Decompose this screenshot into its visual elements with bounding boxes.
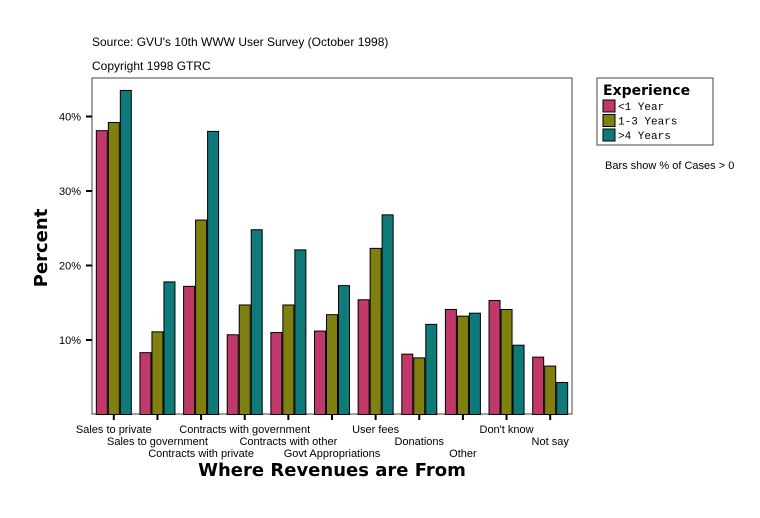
copyright-text: Copyright 1998 GTRC [92,59,211,73]
y-axis: 10% 20% 30% 40% [59,112,92,347]
bar [500,308,513,415]
legend-label: <1 Year [618,102,664,114]
y-tick-label: 10% [59,335,81,347]
x-tick-label: Other [449,448,477,460]
source-text: Source: GVU's 10th WWW User Survey (Octo… [92,35,388,49]
bar [413,357,426,416]
bar [444,308,457,415]
bar [226,334,239,415]
bar [163,281,176,416]
legend-box [596,77,714,146]
bar [183,285,196,415]
y-tick-label: 30% [59,186,81,198]
bar [270,332,283,415]
x-tick-label: Not say [532,436,570,448]
bar [556,381,569,415]
bar [95,130,108,415]
bar [357,299,370,415]
bar [151,331,164,415]
bar [369,247,382,415]
bars [95,89,569,416]
bar [207,130,220,415]
bar [139,352,152,416]
bar [468,312,481,415]
legend-title: Experience [603,83,690,99]
bar [282,304,295,415]
bar [544,365,557,416]
bar [119,89,132,416]
x-tick-label: Don't know [480,424,534,436]
bar [195,219,208,415]
legend-label: 1-3 Years [618,117,677,129]
note-text: Bars show % of Cases > 0 [605,160,734,172]
bar [401,353,414,415]
bar [425,323,438,416]
bar [338,285,350,415]
x-tick-label: User fees [352,424,400,436]
x-axis-label: Where Revenues are From [198,460,466,481]
legend-label: >4 Years [618,131,671,143]
bar [532,356,545,416]
x-tick-label: Contracts with private [148,448,254,460]
x-tick-label: Donations [394,436,444,448]
bar [326,314,338,416]
legend: Experience <1 Year 1-3 Years >4 Years [596,77,714,146]
y-tick-label: 20% [59,261,81,273]
bar [456,315,469,415]
x-tick-label: Sales to private [76,424,152,436]
bar [314,330,326,415]
y-axis-label: Percent [31,208,52,287]
bar [381,214,394,415]
legend-swatch [602,128,616,142]
y-tick-label: 40% [59,112,81,124]
x-tick-label: Contracts with government [179,424,310,436]
bar [107,121,120,416]
bar [238,304,251,415]
bar [512,344,525,415]
bar [250,229,263,415]
bar [294,249,307,415]
x-tick-label: Contracts with other [239,436,337,448]
x-tick-label: Sales to government [107,436,208,448]
legend-swatch [602,99,616,113]
bar [488,300,501,416]
x-tick-label: Govt Appropriations [284,448,381,460]
legend-swatch [602,114,616,127]
